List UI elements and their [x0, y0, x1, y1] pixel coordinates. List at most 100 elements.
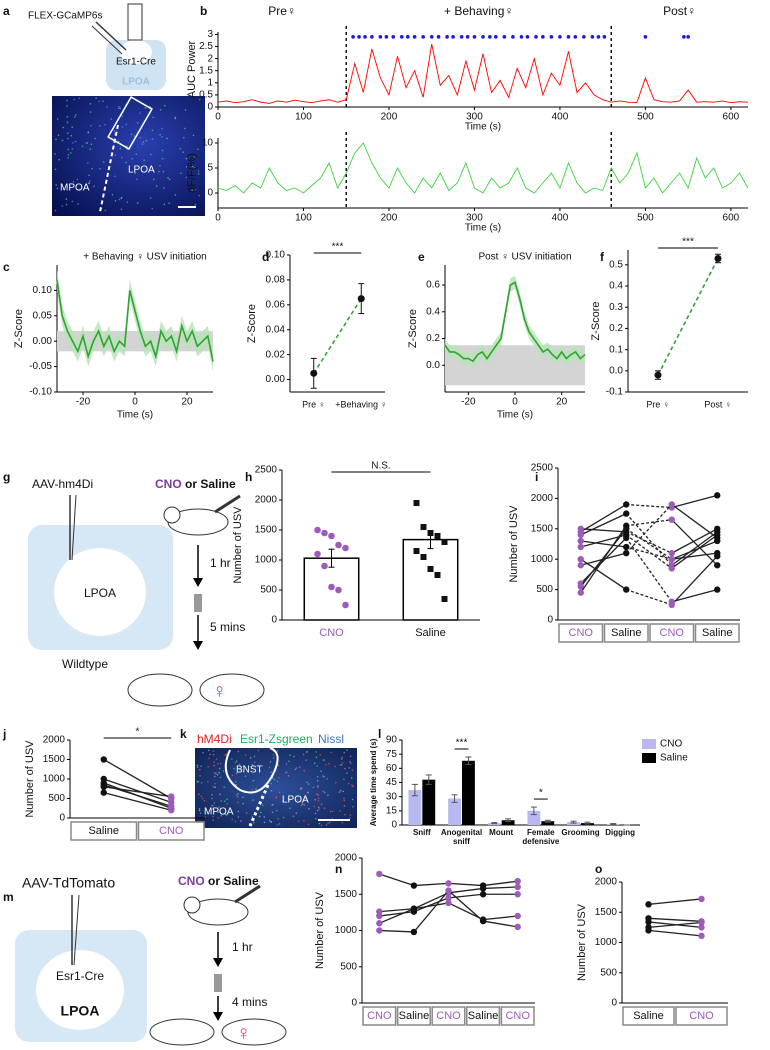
fiber-track	[107, 96, 153, 150]
speckle	[218, 806, 220, 808]
error-band	[445, 275, 585, 368]
speckle	[323, 759, 326, 761]
y-tick-label: 0.4	[426, 306, 440, 317]
link	[580, 528, 627, 533]
point	[100, 783, 107, 790]
label-box	[431, 1006, 466, 1026]
speckle	[199, 812, 202, 814]
y-tick-label: 0.05	[33, 310, 53, 321]
speckle	[252, 779, 255, 782]
event-dot	[405, 35, 410, 39]
y-tick-label: 90	[386, 735, 398, 746]
point	[577, 525, 584, 532]
speckle	[119, 107, 122, 110]
link	[671, 531, 718, 566]
speckle	[199, 775, 201, 777]
speckle	[102, 100, 104, 102]
speckle	[349, 761, 351, 763]
speckle	[88, 174, 90, 177]
speckle	[217, 762, 219, 765]
speckle	[343, 813, 346, 816]
point	[410, 928, 418, 936]
point	[668, 516, 675, 523]
y-tick-label: 0.5	[609, 259, 623, 270]
speckle	[54, 168, 57, 171]
link	[379, 873, 415, 887]
speckle	[270, 771, 273, 773]
tube	[214, 974, 222, 992]
speckle	[70, 152, 72, 154]
point	[514, 912, 521, 920]
speckle	[318, 822, 321, 825]
y-tick-label: 1000	[335, 925, 358, 936]
speckle	[207, 749, 210, 752]
speckle	[275, 796, 278, 798]
speckle	[141, 143, 144, 145]
speckle	[66, 105, 68, 107]
x-tick-label: 300	[466, 213, 483, 224]
speckle	[73, 98, 76, 101]
x-tick-label: Post ♀	[704, 399, 731, 409]
y-tick-label: 2000	[595, 877, 618, 888]
speckle	[104, 123, 106, 126]
speckle	[152, 116, 154, 119]
event-dot	[502, 35, 507, 39]
bar	[402, 538, 459, 621]
speckle	[257, 749, 260, 752]
speckle	[161, 136, 163, 138]
speckle	[328, 821, 331, 824]
label-box	[649, 623, 695, 643]
y-tick-label: 15	[386, 805, 398, 816]
y-tick-label: 1	[207, 77, 213, 88]
x-tick-label: Saline	[633, 1010, 664, 1022]
y-axis-label: Z-Score	[407, 309, 419, 348]
speckle	[57, 134, 60, 137]
point	[413, 500, 420, 506]
x-tick-label: 0	[215, 213, 221, 224]
speckle	[278, 823, 281, 825]
speckle	[182, 151, 184, 153]
speckle	[315, 756, 318, 759]
speckle	[198, 793, 200, 796]
speckle	[158, 170, 160, 173]
speckle	[347, 782, 350, 785]
y-tick-label: 0	[207, 188, 213, 199]
speckle	[213, 761, 215, 763]
connector	[313, 298, 362, 374]
speckle	[72, 142, 74, 144]
speckle	[71, 148, 74, 150]
speckle	[244, 775, 247, 777]
y-tick-label: 0	[207, 102, 213, 113]
dashed-link	[625, 531, 673, 554]
speckle	[298, 766, 301, 768]
x-tick-label: 100	[295, 213, 312, 224]
x-tick-label: CNO	[660, 627, 685, 639]
y-tick-label: 0.00	[33, 336, 53, 347]
x-tick-label-box: Grooming	[561, 828, 599, 837]
speckle	[191, 189, 193, 192]
speckle	[317, 799, 320, 802]
link	[379, 929, 414, 933]
speckle	[55, 138, 57, 141]
speckle	[289, 807, 291, 810]
speckle	[317, 794, 320, 796]
link	[648, 921, 702, 929]
link	[648, 929, 702, 937]
link	[671, 540, 718, 560]
y-tick-label: 0	[391, 820, 397, 831]
speckle	[346, 749, 348, 751]
speckle	[213, 764, 215, 767]
arrow-head	[193, 578, 203, 587]
link	[103, 758, 172, 800]
speckle	[159, 164, 161, 167]
speckle	[113, 175, 116, 178]
speckle	[213, 772, 216, 774]
stain-label: Nissl	[318, 732, 344, 746]
link	[671, 503, 718, 539]
panel-label: c	[3, 260, 10, 274]
speckle	[249, 757, 252, 759]
y-tick-label: 0.1	[609, 344, 623, 355]
pipette	[73, 894, 80, 966]
speckle	[276, 824, 279, 826]
point	[577, 537, 584, 545]
